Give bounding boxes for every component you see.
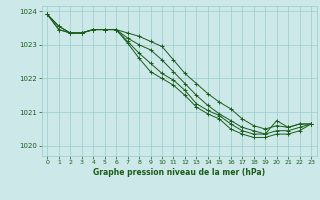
- X-axis label: Graphe pression niveau de la mer (hPa): Graphe pression niveau de la mer (hPa): [93, 168, 265, 177]
